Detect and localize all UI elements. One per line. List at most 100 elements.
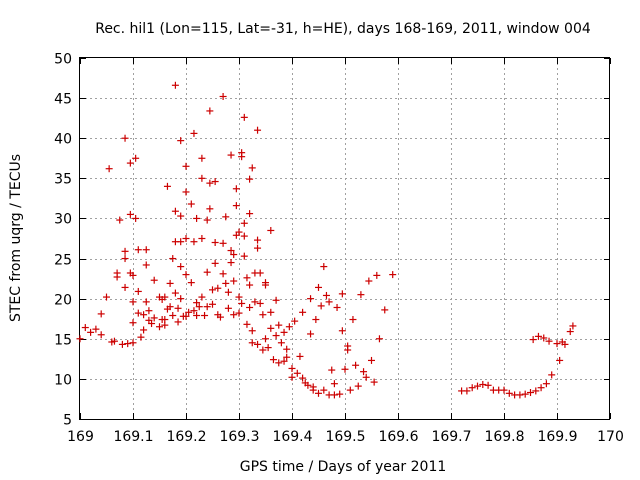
data-point <box>540 334 548 342</box>
data-point <box>121 255 129 263</box>
data-point <box>288 373 296 381</box>
data-point <box>248 327 256 335</box>
data-point <box>283 345 291 353</box>
data-point <box>251 298 259 306</box>
x-tick-label: 169.4 <box>272 429 312 445</box>
data-point <box>254 244 262 252</box>
data-point <box>254 126 262 134</box>
data-point <box>76 335 84 343</box>
data-point <box>338 290 346 298</box>
data-point <box>537 384 545 392</box>
data-point <box>566 328 574 336</box>
data-point <box>243 320 251 328</box>
data-point <box>182 271 190 279</box>
data-point <box>174 318 182 326</box>
data-point <box>240 252 248 260</box>
data-point <box>463 387 471 395</box>
y-tick-label: 20 <box>54 293 72 309</box>
data-point <box>174 304 182 312</box>
data-point <box>219 270 227 278</box>
data-point <box>211 259 219 267</box>
data-point <box>259 311 267 319</box>
data-point <box>198 293 206 301</box>
data-point <box>561 340 569 348</box>
x-tick-label: 169.8 <box>484 429 524 445</box>
data-point <box>203 216 211 224</box>
data-point <box>193 312 201 320</box>
data-point <box>336 390 344 398</box>
data-point <box>206 205 214 213</box>
data-point <box>171 81 179 89</box>
data-point <box>280 357 288 365</box>
grid-lines <box>80 58 610 419</box>
data-point <box>134 287 142 295</box>
data-point <box>203 268 211 276</box>
data-point <box>132 154 140 162</box>
data-point <box>365 277 373 285</box>
data-point <box>338 327 346 335</box>
data-point <box>304 381 312 389</box>
data-point <box>97 331 105 339</box>
data-point <box>187 200 195 208</box>
data-point <box>97 310 105 318</box>
data-point <box>500 386 508 394</box>
data-point <box>142 298 150 306</box>
data-point <box>521 390 529 398</box>
data-point <box>185 308 193 316</box>
data-point <box>320 263 328 271</box>
data-point <box>275 321 283 329</box>
data-point <box>169 312 177 320</box>
data-point <box>113 269 121 277</box>
data-point <box>479 381 487 389</box>
y-axis-title: STEC from uqrg / TECUs <box>8 154 24 322</box>
data-point <box>182 235 190 242</box>
data-point <box>254 340 262 348</box>
data-point <box>246 210 254 218</box>
data-point <box>222 279 230 287</box>
data-point <box>534 332 542 340</box>
y-tick-label: 50 <box>54 52 72 68</box>
data-point <box>474 382 481 390</box>
data-point <box>330 380 338 388</box>
data-point <box>527 389 534 397</box>
data-point <box>150 276 158 284</box>
data-point <box>309 383 317 391</box>
data-point <box>248 339 256 347</box>
data-points <box>76 81 577 399</box>
data-point <box>171 207 179 215</box>
data-point <box>103 293 110 301</box>
data-point <box>328 366 336 374</box>
data-point <box>288 364 296 372</box>
data-point <box>315 283 322 291</box>
data-point <box>230 251 238 259</box>
data-point <box>330 391 338 399</box>
data-point <box>352 361 360 369</box>
x-tick-label: 169.6 <box>378 429 418 445</box>
data-point <box>81 324 89 332</box>
data-point <box>198 174 206 182</box>
data-point <box>373 271 381 279</box>
data-point <box>190 129 198 137</box>
data-point <box>182 188 190 196</box>
data-point <box>468 384 476 392</box>
data-point <box>203 303 211 311</box>
y-tick-label: 10 <box>54 373 72 389</box>
data-point <box>126 210 134 218</box>
data-point <box>235 228 243 236</box>
data-point <box>126 159 134 167</box>
data-point <box>230 277 238 285</box>
data-point <box>354 382 362 390</box>
data-point <box>193 299 201 307</box>
data-point <box>542 380 550 388</box>
data-point <box>137 333 145 341</box>
data-point <box>177 295 185 303</box>
data-point <box>134 309 142 317</box>
data-point <box>357 291 365 299</box>
data-point <box>201 312 209 320</box>
data-point <box>214 284 222 292</box>
data-point <box>140 326 148 334</box>
axis-ticks <box>80 58 611 420</box>
data-point <box>269 356 277 364</box>
data-point <box>182 162 190 170</box>
data-point <box>375 335 383 343</box>
